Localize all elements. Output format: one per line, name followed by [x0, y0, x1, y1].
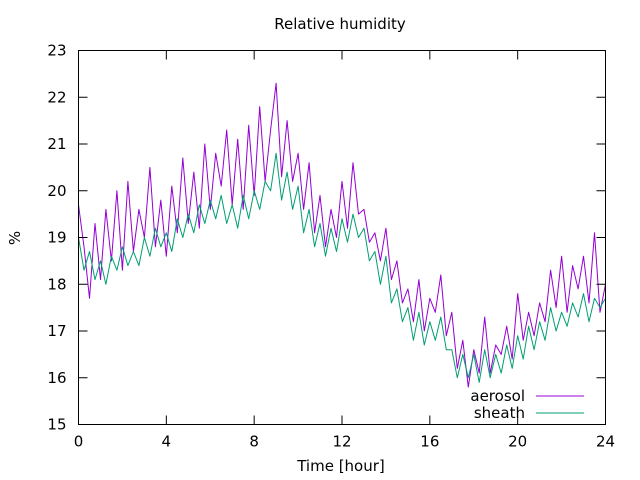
legend-label-sheath: sheath: [474, 404, 525, 422]
y-tick-label: 18: [47, 275, 66, 293]
y-tick-label: 17: [47, 322, 66, 340]
y-tick-label: 23: [47, 42, 66, 60]
y-tick-label: 21: [47, 135, 66, 153]
chart-title: Relative humidity: [274, 15, 406, 33]
series-layer: [78, 82, 606, 388]
x-tick-label: 0: [74, 433, 84, 451]
x-tick-label: 20: [508, 433, 527, 451]
y-tick-label: 22: [47, 88, 66, 106]
legend-label-aerosol: aerosol: [470, 387, 525, 405]
x-tick-label: 4: [162, 433, 172, 451]
x-axis-label: Time [hour]: [296, 457, 385, 475]
x-tick-label: 16: [420, 433, 439, 451]
series-line-sheath: [78, 152, 606, 383]
ticks-layer: 0 4 8 12 16 20 24 15 16 17 18 19 20 21 22 23: [47, 42, 615, 451]
x-tick-label: 8: [249, 433, 259, 451]
y-tick-label: 15: [47, 416, 66, 434]
y-axis-label: %: [6, 231, 24, 245]
x-tick-label: 24: [596, 433, 615, 451]
series-line-aerosol: [78, 82, 606, 388]
y-tick-label: 16: [47, 369, 66, 387]
y-tick-label: 20: [47, 182, 66, 200]
x-tick-label: 12: [332, 433, 351, 451]
y-tick-label: 19: [47, 229, 66, 247]
